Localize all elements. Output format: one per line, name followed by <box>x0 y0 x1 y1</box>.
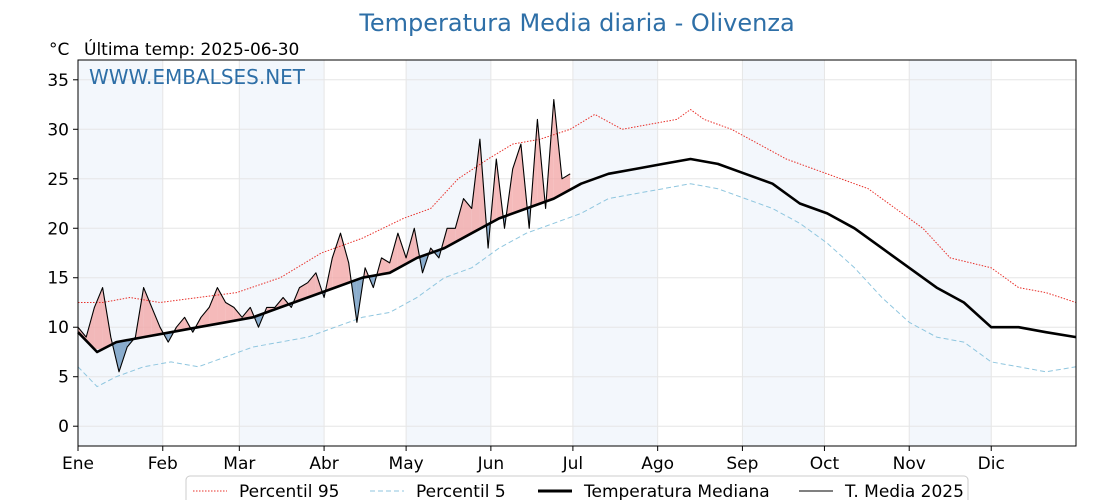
fill-above-median <box>233 307 243 321</box>
fill-above-median <box>176 317 185 332</box>
legend-label-median: Temperatura Mediana <box>583 482 770 500</box>
last-temp-label: Última temp: 2025-06-30 <box>84 38 299 60</box>
x-tick-label: Oct <box>810 454 840 474</box>
x-tick-label: Sep <box>726 454 758 474</box>
fill-above-median <box>512 144 521 214</box>
x-tick-label: Jun <box>477 454 505 474</box>
fill-above-median <box>397 233 407 269</box>
fill-above-median <box>151 307 161 336</box>
legend-label-p5: Percentil 5 <box>416 482 506 500</box>
x-tick-label: Abr <box>309 454 338 474</box>
series-line-median <box>77 157 1077 354</box>
y-tick-label: 35 <box>47 71 69 91</box>
month-band-may <box>406 60 491 446</box>
fill-above-median <box>389 233 398 273</box>
fill-above-median <box>455 198 464 243</box>
month-band-jul <box>572 60 658 446</box>
series-line-p5 <box>77 183 1077 388</box>
chart-title: Temperatura Media diaria - Olivenza <box>358 9 794 37</box>
fill-above-median <box>299 282 308 301</box>
fill-above-median <box>463 198 472 238</box>
fill-above-median <box>201 307 210 327</box>
series-line-2025 <box>77 99 571 373</box>
series-lines <box>77 99 1077 388</box>
month-band-nov <box>909 60 992 446</box>
x-tick-label: May <box>389 454 424 474</box>
legend-label-2025: T. Media 2025 <box>844 482 964 500</box>
legend-label-p95: Percentil 95 <box>239 482 339 500</box>
y-tick-label: 15 <box>47 269 69 289</box>
x-tick-label: Mar <box>223 454 255 474</box>
fill-above-median <box>217 287 226 324</box>
fill-above-median <box>143 287 152 338</box>
month-band-mar <box>239 60 325 446</box>
fill-above-median <box>332 233 341 289</box>
fill-above-median <box>225 302 234 323</box>
fill-above-median <box>561 173 571 195</box>
unit-label: °C <box>49 40 69 60</box>
legend: Percentil 95 Percentil 5 Temperatura Med… <box>185 475 969 500</box>
y-tick-label: 20 <box>47 219 69 239</box>
watermark: WWW.EMBALSES.NET <box>89 65 306 89</box>
y-axis-ticks: 0 5 10 15 20 25 30 35 <box>47 71 78 437</box>
fill-above-median <box>307 272 316 298</box>
x-tick-label: Feb <box>148 454 178 474</box>
x-tick-label: Jul <box>562 454 584 474</box>
month-band-sep <box>742 60 825 446</box>
legend-box <box>185 475 969 500</box>
y-tick-label: 30 <box>47 120 69 140</box>
series-line-p95 <box>78 109 1077 303</box>
x-tick-label: Ago <box>641 454 674 474</box>
y-tick-label: 25 <box>47 170 69 190</box>
fill-above-median <box>209 287 218 326</box>
x-tick-label: Nov <box>893 454 926 474</box>
y-tick-label: 10 <box>47 318 69 338</box>
y-tick-label: 5 <box>58 368 69 388</box>
y-tick-label: 0 <box>58 417 69 437</box>
fill-above-median <box>471 139 480 234</box>
fill-above-median <box>86 307 95 350</box>
x-axis-ticks: Ene Feb Mar Abr May Jun Jul Ago Sep Oct Nov Dic <box>62 446 1005 474</box>
month-band-ene <box>78 60 163 446</box>
x-tick-label: Ene <box>62 454 94 474</box>
plot-frame <box>77 59 1077 447</box>
x-tick-label: Dic <box>978 454 1005 474</box>
fill-above-median <box>340 233 349 286</box>
month-bands <box>78 60 992 446</box>
